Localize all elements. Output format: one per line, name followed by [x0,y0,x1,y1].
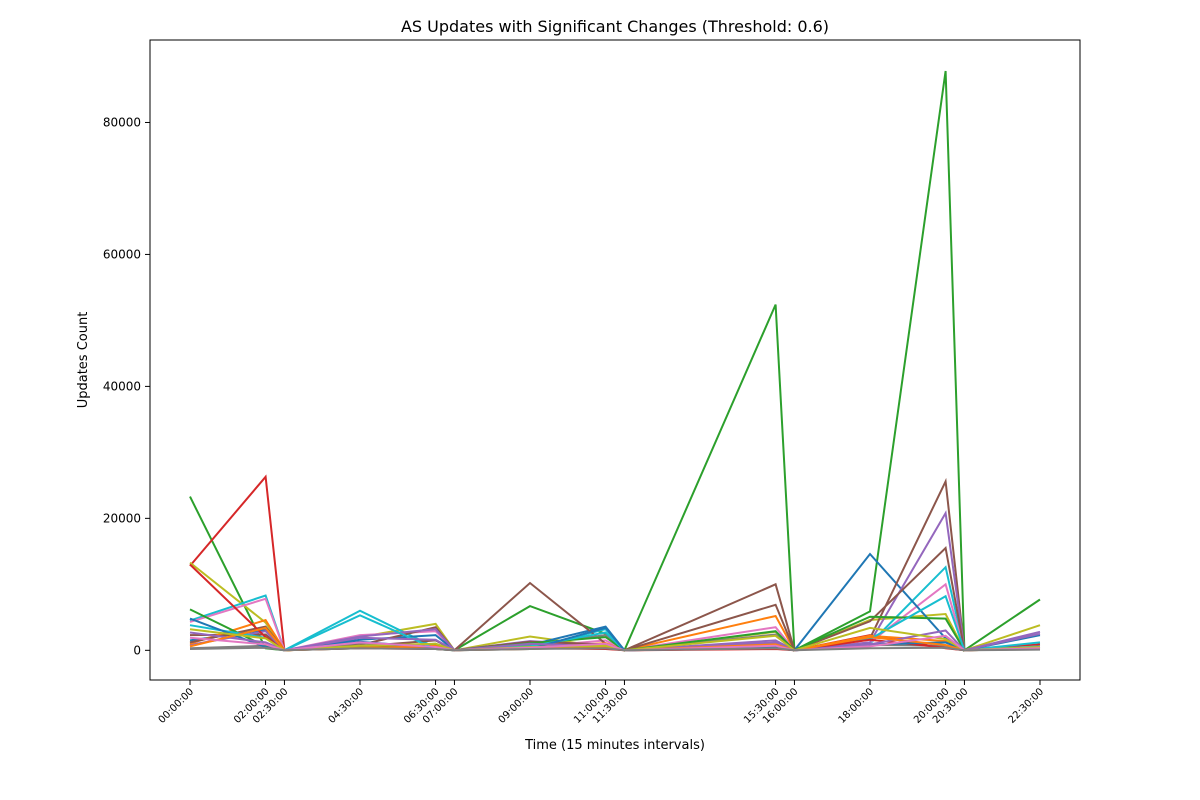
y-tick-label: 80000 [103,115,141,129]
y-axis-label: Updates Count [76,312,91,409]
series-layer [189,70,1041,653]
chart-title: AS Updates with Significant Changes (Thr… [401,17,829,36]
y-tick-label: 20000 [103,511,141,525]
plot-frame [149,39,1081,681]
y-tick-label: 0 [133,643,141,657]
y-tick-label: 60000 [103,247,141,261]
series-line-13 [189,594,1041,652]
series-line-20 [189,646,1041,652]
x-axis-label: Time (15 minutes intervals) [524,738,705,753]
y-axis: 0 20000 40000 60000 80000 [103,115,150,657]
series-line-19 [189,634,1041,652]
y-tick-label: 40000 [103,379,141,393]
